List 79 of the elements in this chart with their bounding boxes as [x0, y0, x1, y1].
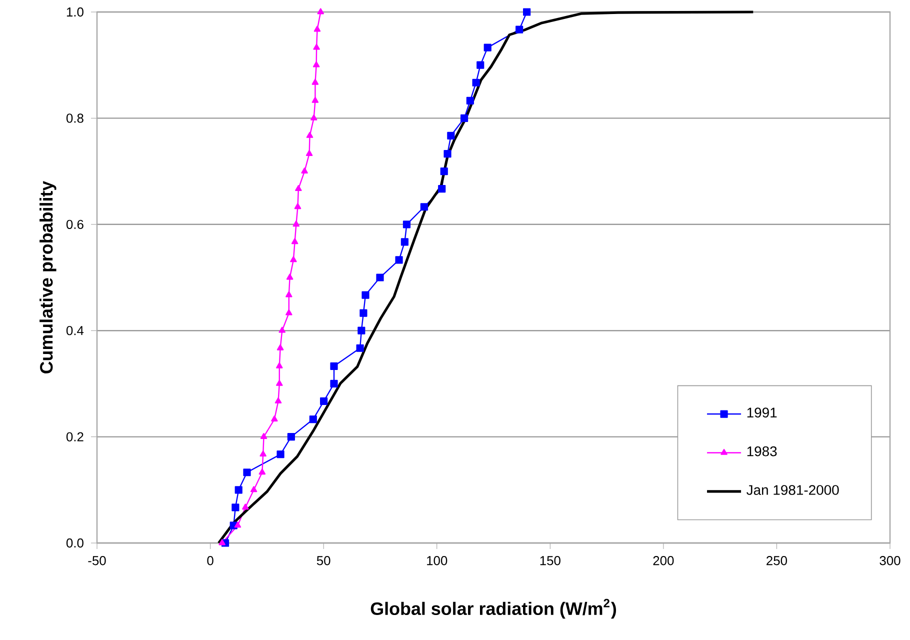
point: [444, 150, 452, 158]
point: [276, 450, 284, 458]
point: [294, 203, 302, 210]
point: [291, 238, 298, 244]
point: [312, 61, 320, 68]
y-tick-label: 0.4: [66, 326, 84, 336]
point: [276, 380, 283, 386]
point: [447, 132, 455, 140]
y-tick-label: 0.8: [66, 114, 84, 123]
point: [309, 415, 317, 424]
point: [276, 344, 284, 350]
point: [258, 468, 266, 475]
point: [260, 433, 268, 439]
x-tick-label: 50: [316, 556, 330, 566]
point: [232, 504, 240, 512]
point: [234, 486, 242, 494]
point: [402, 220, 411, 228]
x-tick-label: 250: [766, 556, 788, 566]
y-tick-label: 0.2: [66, 432, 84, 442]
point: [395, 256, 403, 264]
y-axis-title: Cumulative probability: [40, 180, 56, 374]
point: [358, 326, 366, 334]
point: [356, 344, 364, 352]
point: [278, 326, 286, 333]
point: [400, 238, 408, 246]
point: [250, 486, 258, 492]
point: [243, 468, 251, 476]
point: [295, 185, 302, 192]
point: [314, 26, 321, 32]
point: [286, 274, 294, 280]
point: [312, 78, 319, 85]
y-tick-label: 1.0: [66, 7, 84, 17]
point: [362, 291, 370, 299]
x-tick-label: 150: [540, 556, 560, 566]
point: [286, 291, 292, 298]
point: [287, 433, 295, 441]
point: [310, 114, 318, 120]
point: [306, 132, 314, 138]
point: [306, 150, 313, 156]
point: [242, 504, 249, 510]
point: [420, 203, 428, 211]
point: [313, 44, 320, 50]
point: [330, 362, 338, 370]
point: [440, 167, 448, 176]
x-tick-label: 200: [653, 556, 674, 566]
point: [460, 114, 468, 122]
point: [376, 274, 384, 282]
y-tick-label: 0.6: [66, 220, 84, 229]
point: [312, 96, 319, 103]
x-tick-label: 0: [207, 556, 214, 566]
point: [484, 44, 492, 52]
point: [516, 26, 524, 34]
point: [466, 96, 474, 104]
point: [523, 8, 531, 16]
point: [330, 380, 338, 388]
point: [271, 415, 278, 422]
point: [438, 185, 446, 193]
x-tick-label: 300: [880, 556, 900, 566]
x-tick-label: -50: [88, 556, 106, 566]
point: [276, 362, 283, 368]
point: [476, 61, 484, 69]
point: [301, 167, 308, 174]
point: [292, 220, 300, 227]
legend-label: 1983: [747, 446, 777, 456]
point: [290, 256, 297, 262]
legend-label: Jan 1981-2000: [746, 485, 839, 495]
legend-label: 1991: [747, 408, 777, 418]
point: [320, 397, 328, 406]
point: [218, 539, 226, 546]
point: [317, 8, 324, 14]
point: [234, 522, 242, 528]
point: [286, 309, 292, 316]
point: [472, 78, 480, 86]
x-tick-label: 100: [427, 556, 448, 566]
point: [274, 397, 282, 404]
x-axis-title: Global solar radiation (W/m$^{2}$): [370, 598, 616, 619]
point: [360, 309, 368, 317]
y-tick-label: 0.0: [66, 538, 84, 548]
point: [260, 450, 266, 457]
